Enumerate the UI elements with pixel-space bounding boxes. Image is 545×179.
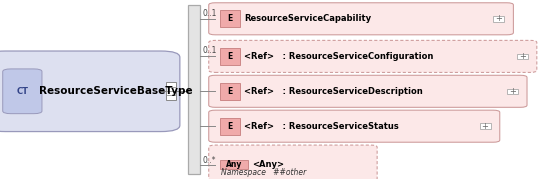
Text: +: +: [509, 87, 516, 96]
FancyBboxPatch shape: [3, 69, 42, 114]
Text: 0..1: 0..1: [202, 47, 216, 55]
FancyBboxPatch shape: [188, 5, 200, 174]
Text: <Ref>   : ResourceServiceDescription: <Ref> : ResourceServiceDescription: [244, 87, 423, 96]
FancyBboxPatch shape: [209, 75, 527, 107]
FancyBboxPatch shape: [0, 51, 180, 132]
FancyBboxPatch shape: [493, 16, 504, 22]
FancyBboxPatch shape: [220, 83, 240, 100]
FancyBboxPatch shape: [507, 89, 518, 94]
Text: +: +: [495, 14, 502, 23]
Text: ResourceServiceCapability: ResourceServiceCapability: [244, 14, 371, 23]
Text: ResourceServiceBaseType: ResourceServiceBaseType: [39, 86, 193, 96]
FancyBboxPatch shape: [480, 124, 491, 129]
FancyBboxPatch shape: [220, 10, 240, 27]
FancyBboxPatch shape: [209, 3, 513, 35]
Text: Namespace   ##other: Namespace ##other: [221, 168, 306, 177]
Text: <Any>: <Any>: [252, 160, 284, 169]
Text: E: E: [227, 87, 233, 96]
FancyBboxPatch shape: [517, 54, 528, 59]
FancyBboxPatch shape: [209, 40, 537, 72]
FancyBboxPatch shape: [220, 118, 240, 135]
FancyBboxPatch shape: [209, 110, 500, 142]
Text: <Ref>   : ResourceServiceConfiguration: <Ref> : ResourceServiceConfiguration: [244, 52, 433, 61]
FancyBboxPatch shape: [166, 82, 176, 100]
Text: 0..1: 0..1: [202, 9, 216, 18]
Text: +: +: [482, 122, 488, 131]
Text: Any: Any: [226, 160, 242, 169]
Text: E: E: [227, 14, 233, 23]
Text: E: E: [227, 52, 233, 61]
Text: E: E: [227, 122, 233, 131]
FancyBboxPatch shape: [220, 160, 248, 169]
Text: CT: CT: [16, 87, 28, 96]
FancyBboxPatch shape: [209, 145, 377, 179]
Text: +: +: [519, 52, 525, 61]
Text: <Ref>   : ResourceServiceStatus: <Ref> : ResourceServiceStatus: [244, 122, 399, 131]
Text: 0..*: 0..*: [202, 156, 216, 165]
FancyBboxPatch shape: [220, 48, 240, 65]
